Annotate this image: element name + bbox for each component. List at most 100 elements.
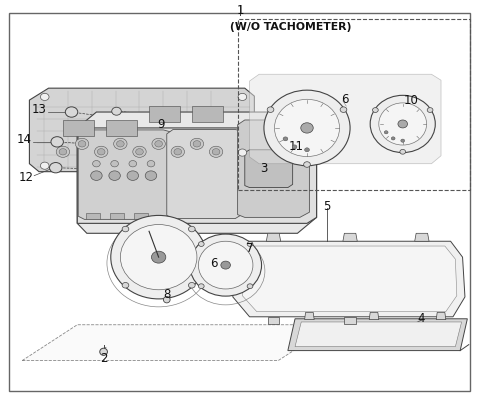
Ellipse shape xyxy=(209,146,223,157)
Ellipse shape xyxy=(379,103,427,145)
Ellipse shape xyxy=(398,120,408,128)
Ellipse shape xyxy=(190,234,262,296)
Ellipse shape xyxy=(275,99,339,156)
Polygon shape xyxy=(233,241,465,317)
Ellipse shape xyxy=(391,137,395,140)
Ellipse shape xyxy=(93,160,100,167)
Ellipse shape xyxy=(247,284,253,288)
Ellipse shape xyxy=(171,146,184,157)
Ellipse shape xyxy=(145,171,157,180)
Polygon shape xyxy=(29,88,254,172)
Ellipse shape xyxy=(111,215,206,299)
Text: 5: 5 xyxy=(324,200,331,213)
Ellipse shape xyxy=(198,284,204,288)
Ellipse shape xyxy=(117,141,124,147)
Text: 10: 10 xyxy=(403,95,418,107)
Ellipse shape xyxy=(40,162,49,169)
Polygon shape xyxy=(78,130,170,219)
Text: 3: 3 xyxy=(260,162,268,175)
Polygon shape xyxy=(288,319,468,351)
Ellipse shape xyxy=(190,138,204,149)
Text: 11: 11 xyxy=(289,140,304,153)
Ellipse shape xyxy=(120,225,197,290)
Text: 12: 12 xyxy=(18,171,33,184)
Polygon shape xyxy=(295,322,462,347)
Ellipse shape xyxy=(198,241,253,289)
Text: (W/O TACHOMETER): (W/O TACHOMETER) xyxy=(229,22,351,32)
Ellipse shape xyxy=(112,107,121,115)
Ellipse shape xyxy=(95,146,108,157)
Ellipse shape xyxy=(59,148,67,155)
Ellipse shape xyxy=(193,141,201,147)
Ellipse shape xyxy=(267,107,274,113)
Polygon shape xyxy=(167,130,242,219)
Ellipse shape xyxy=(212,148,220,155)
Ellipse shape xyxy=(163,296,170,303)
Ellipse shape xyxy=(174,148,181,155)
Polygon shape xyxy=(250,74,441,164)
Text: 6: 6 xyxy=(342,93,349,106)
Polygon shape xyxy=(343,233,357,241)
Text: 9: 9 xyxy=(157,118,165,131)
Polygon shape xyxy=(436,312,446,320)
Text: 1: 1 xyxy=(236,4,244,17)
Ellipse shape xyxy=(100,348,108,356)
Ellipse shape xyxy=(198,242,204,247)
Polygon shape xyxy=(242,246,457,312)
Ellipse shape xyxy=(238,93,247,101)
Ellipse shape xyxy=(65,107,78,117)
Ellipse shape xyxy=(301,123,313,133)
Ellipse shape xyxy=(400,149,406,154)
Ellipse shape xyxy=(340,107,347,113)
Ellipse shape xyxy=(109,171,120,180)
Ellipse shape xyxy=(427,108,433,113)
Ellipse shape xyxy=(283,137,288,141)
Ellipse shape xyxy=(114,138,127,149)
Polygon shape xyxy=(344,317,356,324)
Ellipse shape xyxy=(111,160,119,167)
Polygon shape xyxy=(369,312,379,320)
Polygon shape xyxy=(415,233,429,241)
Ellipse shape xyxy=(292,145,297,149)
Ellipse shape xyxy=(189,226,195,232)
Polygon shape xyxy=(110,213,124,219)
Ellipse shape xyxy=(264,90,350,166)
Ellipse shape xyxy=(384,131,388,134)
Ellipse shape xyxy=(51,137,63,147)
Ellipse shape xyxy=(136,148,144,155)
Ellipse shape xyxy=(91,171,102,180)
Ellipse shape xyxy=(304,162,311,167)
Ellipse shape xyxy=(401,139,405,142)
Ellipse shape xyxy=(78,141,86,147)
Ellipse shape xyxy=(370,95,435,152)
Polygon shape xyxy=(86,213,100,219)
Polygon shape xyxy=(22,325,333,361)
Ellipse shape xyxy=(147,160,155,167)
Text: 2: 2 xyxy=(100,352,108,365)
Text: 14: 14 xyxy=(17,133,32,146)
Ellipse shape xyxy=(155,141,162,147)
Polygon shape xyxy=(266,233,281,241)
Polygon shape xyxy=(77,120,317,223)
Polygon shape xyxy=(268,317,279,324)
Text: 4: 4 xyxy=(417,312,425,325)
Text: 13: 13 xyxy=(31,103,46,116)
Ellipse shape xyxy=(75,138,89,149)
Ellipse shape xyxy=(372,108,378,113)
Ellipse shape xyxy=(40,93,49,101)
Polygon shape xyxy=(149,106,180,122)
Polygon shape xyxy=(245,150,293,188)
Ellipse shape xyxy=(127,171,139,180)
Ellipse shape xyxy=(122,226,129,232)
Polygon shape xyxy=(77,112,317,233)
Ellipse shape xyxy=(122,282,129,288)
Text: 7: 7 xyxy=(246,241,253,255)
Ellipse shape xyxy=(97,148,105,155)
Ellipse shape xyxy=(152,138,165,149)
Polygon shape xyxy=(63,120,94,136)
Polygon shape xyxy=(192,106,223,122)
Ellipse shape xyxy=(238,149,247,156)
Polygon shape xyxy=(238,120,310,217)
Ellipse shape xyxy=(56,146,70,157)
Polygon shape xyxy=(305,312,314,320)
